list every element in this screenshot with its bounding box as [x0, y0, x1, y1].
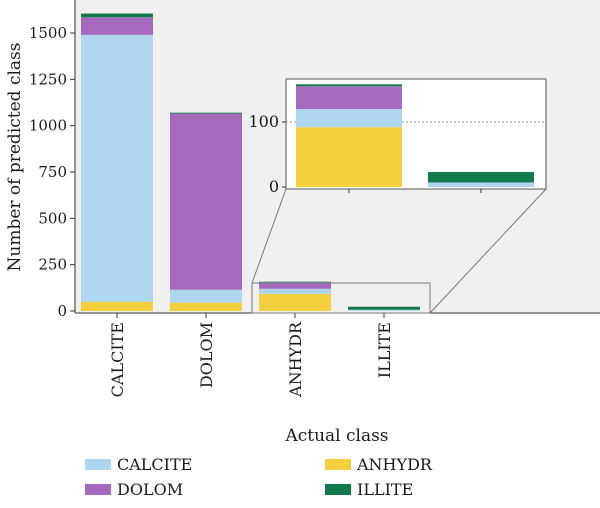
y-tick-label: 1000	[29, 117, 67, 135]
inset-bar-anhydr-dolom	[296, 86, 402, 109]
inset-bar-illite-calcite	[428, 182, 534, 187]
zoom-connector	[429, 188, 547, 314]
inset-y-tick-label: 0	[269, 177, 279, 196]
legend: CALCITE ANHYDR DOLOM ILLITE	[85, 455, 433, 499]
bar-illite-calcite	[348, 309, 420, 311]
bar-calcite-calcite	[81, 34, 153, 302]
x-tick-label-illite: ILLITE	[375, 322, 394, 378]
legend-label-dolom: DOLOM	[117, 480, 183, 499]
y-tick-label: 250	[38, 256, 67, 274]
bar-dolom-illite	[170, 112, 242, 114]
zoom-region	[251, 282, 431, 314]
bar-anhydr-anhydr	[259, 293, 331, 311]
legend-label-anhydr: ANHYDR	[356, 455, 433, 474]
bar-anhydr-dolom	[259, 282, 331, 289]
y-tick-label: 750	[38, 163, 67, 181]
x-tick-label-anhydr: ANHYDR	[286, 321, 305, 398]
bar-calcite-dolom	[81, 17, 153, 35]
bar-dolom-anhydr	[170, 302, 242, 311]
bar-calcite-anhydr	[81, 301, 153, 311]
legend-swatch-illite	[325, 484, 351, 495]
inset-bar-anhydr-illite	[296, 84, 402, 87]
inset-y-tick-label: 100	[248, 112, 279, 131]
x-tick-label-calcite: CALCITE	[108, 322, 127, 397]
bar-anhydr-calcite	[259, 288, 331, 294]
x-axis-title: Actual class	[284, 426, 388, 446]
y-tick-label: 500	[38, 209, 67, 227]
bar-dolom-dolom	[170, 113, 242, 290]
bar-anhydr-illite	[259, 281, 331, 283]
zoom-connector	[251, 188, 287, 284]
y-tick-label: 1500	[29, 24, 67, 42]
bar-dolom-calcite	[170, 289, 242, 303]
x-tick-label-dolom: DOLOM	[197, 322, 216, 388]
inset-bar-anhydr-anhydr	[296, 127, 402, 187]
bar-illite-illite	[348, 306, 420, 310]
legend-label-calcite: CALCITE	[117, 455, 192, 474]
y-axis-title: Number of predicted class	[5, 43, 25, 272]
y-tick-label: 1250	[29, 70, 67, 88]
bar-calcite-illite	[81, 13, 153, 18]
legend-label-illite: ILLITE	[357, 480, 413, 499]
legend-swatch-dolom	[85, 484, 111, 495]
y-tick-label: 0	[57, 302, 67, 320]
inset-bar-anhydr-calcite	[296, 109, 402, 128]
inset-bar-illite-illite	[428, 172, 534, 183]
legend-swatch-anhydr	[325, 459, 351, 470]
legend-swatch-calcite	[85, 459, 111, 470]
